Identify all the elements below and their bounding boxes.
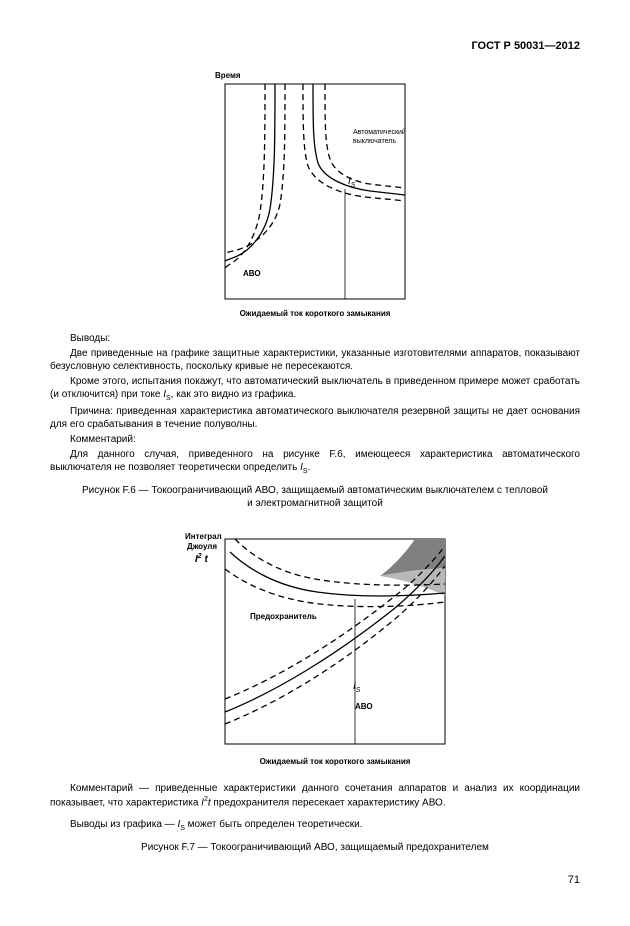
- standard-header: ГОСТ Р 50031—2012: [50, 40, 580, 52]
- fig2-ylabel-2: Джоуля: [187, 542, 217, 551]
- para-4: Для данного случая, приведенного на рису…: [50, 448, 580, 476]
- fig1-label-breaker2: выключатель: [353, 138, 396, 145]
- comment-label: Комментарий:: [50, 433, 580, 446]
- fig1-ylabel: Время: [215, 71, 241, 80]
- figure-f7: Интеграл Джоуля I2 t Ожидаемый ток корот…: [50, 524, 580, 774]
- figure-f6: Время Ожидаемый ток короткого замыкания …: [50, 64, 580, 324]
- para-3: Причина: приведенная характеристика авто…: [50, 405, 580, 431]
- fig2-xlabel: Ожидаемый ток короткого замыкания: [260, 757, 411, 766]
- fig1-label-abo: АВО: [243, 269, 261, 278]
- caption-f7: Рисунок F.7 — Токоограничивающий АВО, за…: [50, 841, 580, 854]
- fig2-ylabel-3: I2 t: [195, 553, 208, 565]
- fig1-xlabel: Ожидаемый ток короткого замыкания: [240, 309, 391, 318]
- fig2-label-abo: АВО: [355, 702, 373, 711]
- fig1-is-marker: IS: [348, 176, 356, 189]
- conclusions-label: Выводы:: [50, 332, 580, 345]
- para-conclusion-2: Выводы из графика — IS может быть опреде…: [50, 818, 580, 833]
- para-comment-2: Комментарий — приведенные характеристики…: [50, 782, 580, 809]
- fig2-ylabel-1: Интеграл: [185, 532, 222, 541]
- para-2: Кроме этого, испытания покажут, что авто…: [50, 375, 580, 403]
- page-number: 71: [50, 874, 580, 886]
- fig2-label-fuse: Предохранитель: [250, 612, 317, 621]
- para-1: Две приведенные на графике защитные хара…: [50, 347, 580, 373]
- fig2-is-marker: IS: [353, 681, 361, 694]
- caption-f6: Рисунок F.6 — Токоограничивающий АВО, за…: [50, 484, 580, 510]
- fig1-label-breaker: Автоматический: [353, 128, 406, 136]
